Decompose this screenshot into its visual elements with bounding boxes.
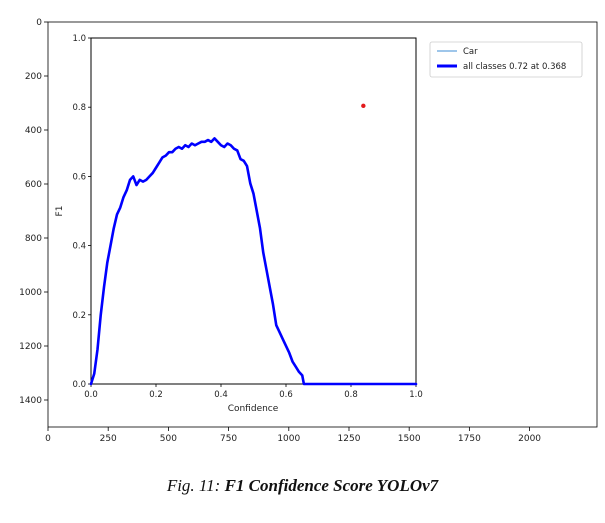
outer-x-tick-label: 1250 [338,434,361,444]
inner-x-tick-label: 0.0 [84,390,98,400]
outer-x-tick-label: 1000 [277,434,300,444]
inner-x-tick-label: 0.4 [214,390,228,400]
inner-axes-frame [90,37,417,385]
legend-box [429,41,583,78]
outer-x-tick-label: 250 [100,434,117,444]
inner-y-tick-label: 0.8 [72,103,86,113]
outer-x-ticks: 0 250 500 750 1000 1250 1500 1750 2000 [45,427,541,444]
legend-label-all-classes: all classes 0.72 at 0.368 [463,62,566,72]
outer-x-tick-label: 500 [160,434,177,444]
inner-y-tick-label: 0.0 [72,380,86,390]
inner-y-ticks: 0.0 0.2 0.4 0.6 0.8 1.0 [72,34,91,390]
outer-y-tick-label: 1000 [19,288,42,298]
outer-y-tick-label: 1400 [19,396,42,406]
outer-x-tick-label: 1500 [398,434,421,444]
outer-x-tick-label: 750 [220,434,237,444]
inner-y-tick-label: 0.4 [72,242,86,252]
series-layer [89,103,418,386]
inner-x-tick-label: 0.2 [149,390,163,400]
inner-x-tick-label: 0.6 [279,390,293,400]
y-axis-label: F1 [55,206,65,217]
inner-x-tick-label: 1.0 [409,390,423,400]
inner-y-tick-label: 0.6 [72,172,86,182]
outer-y-tick-label: 200 [25,72,42,82]
caption-title: F1 Confidence Score YOLOv7 [224,476,439,495]
inner-x-tick-label: 0.8 [344,390,358,400]
series-line-all-classes [89,137,418,386]
outer-x-tick-label: 2000 [518,434,541,444]
legend-label-car: Car [463,47,478,57]
inner-y-tick-label: 0.2 [72,311,86,321]
f1-plot: 0.0 0.2 0.4 0.6 0.8 1.0 0.0 0.2 0.4 0.6 0.8 1.0 Co… [55,34,423,414]
inner-x-ticks: 0.0 0.2 0.4 0.6 0.8 1.0 [84,384,423,400]
outer-y-tick-label: 600 [25,180,42,190]
outer-y-ticks: 0 200 400 600 800 1000 1200 1400 [19,18,48,406]
outer-y-tick-label: 0 [36,18,42,28]
figure-caption: Fig. 11: F1 Confidence Score YOLOv7 [0,476,605,496]
outer-y-tick-label: 800 [25,234,42,244]
caption-prefix: Fig. 11: [166,476,221,495]
figure: 0 250 500 750 1000 1250 1500 1750 2000 0 200 400 60… [19,18,598,444]
outer-x-tick-label: 1750 [458,434,481,444]
outer-x-tick-label: 0 [45,434,51,444]
x-axis-label: Confidence [228,404,279,414]
red-dot-marker [361,103,366,109]
inner-y-tick-label: 1.0 [72,34,86,44]
outer-y-tick-label: 1200 [19,342,42,352]
legend: Car all classes 0.72 at 0.368 [429,41,583,78]
outer-y-tick-label: 400 [25,126,42,136]
